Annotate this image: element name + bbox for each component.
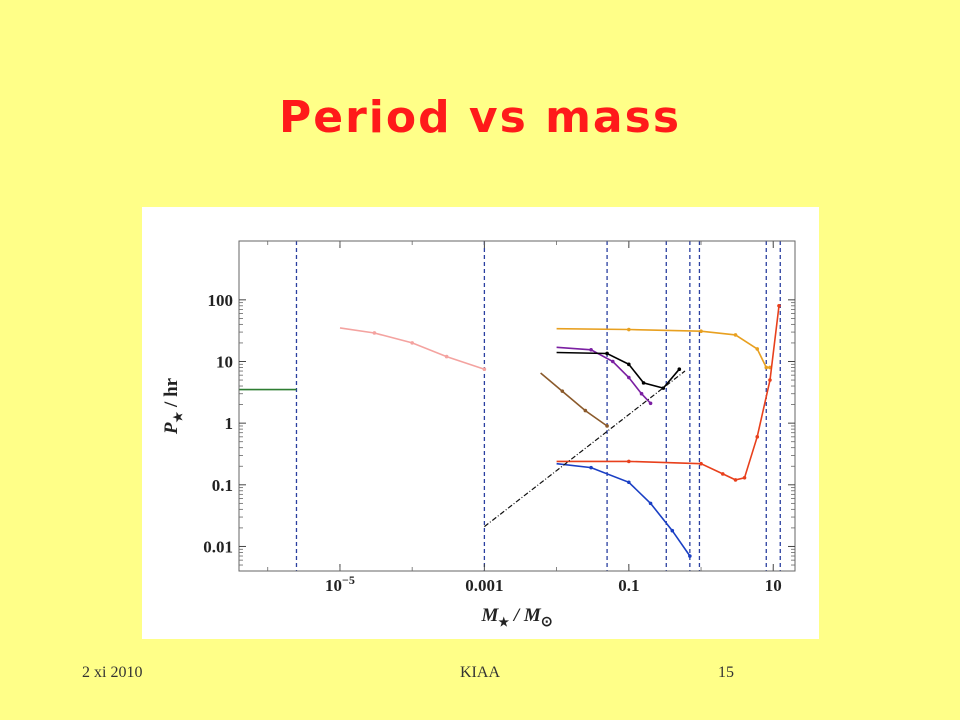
footer-date: 2 xi 2010 (82, 664, 143, 681)
series-6-point-5 (742, 475, 747, 480)
series-6-point-1 (627, 459, 631, 464)
x-tick-label-0: 10−5 (325, 573, 355, 595)
series-5-point-4 (755, 347, 760, 351)
series-6-point-7 (768, 378, 772, 382)
series-3-point-2 (611, 359, 615, 364)
x-tick-label-3: 10 (765, 576, 782, 595)
footer-org: KIAA (460, 664, 500, 681)
series-1-point-4 (482, 367, 487, 371)
plot-frame (238, 240, 796, 572)
x-tick-label-2: 0.1 (618, 576, 639, 595)
slide-title: Period vs mass (278, 92, 682, 143)
series-6-point-6 (755, 435, 760, 439)
series-3-point-4 (639, 391, 644, 396)
series-3-point-3 (627, 375, 631, 380)
series-4-point-5 (677, 367, 682, 371)
series-line-5 (556, 327, 770, 369)
series-2-point-1 (560, 389, 565, 393)
series-6-point-2 (699, 461, 703, 466)
series-1-point-1 (372, 331, 377, 335)
series-1-point-3 (444, 354, 449, 359)
series-line-3 (556, 346, 652, 404)
series-3-point-5 (648, 401, 653, 406)
chart-svg: 0.01 0.1 1 10 100 10−5 0.001 0.1 10 M★ / M⊙ P★ / h… (161, 240, 796, 630)
series-2-point-3 (605, 424, 609, 428)
series-6-point-4 (733, 478, 738, 482)
series-line-1 (339, 327, 485, 370)
series-2-point-2 (583, 408, 588, 413)
series-line-8 (484, 370, 686, 528)
x-tick-exponent-0: −5 (342, 573, 355, 587)
series-1-point-2 (410, 341, 414, 345)
series-7-point-2 (627, 480, 631, 485)
series-line-2 (540, 372, 608, 427)
series-5-point-5 (764, 365, 769, 370)
series-7-point-5 (688, 554, 692, 558)
series-4-point-2 (627, 362, 631, 367)
chart-figure: 0.01 0.1 1 10 100 10−5 0.001 0.1 10 M★ / M⊙ P★ / h… (142, 207, 819, 639)
y-tick-label-3: 10 (216, 352, 233, 371)
series-5-point-3 (733, 333, 738, 337)
y-tick-label-4: 100 (208, 291, 234, 310)
series-4-point-1 (605, 351, 609, 356)
series-5-point-1 (627, 327, 631, 332)
series-line-4 (556, 351, 680, 390)
series-line-7 (556, 462, 691, 557)
series-5-point-2 (699, 329, 703, 333)
series-line-6 (556, 305, 780, 481)
series-7-point-3 (648, 501, 653, 506)
y-axis-label: P★ / hr (161, 377, 185, 435)
series-3-point-1 (589, 347, 593, 352)
x-axis-label: M★ / M⊙ (480, 605, 552, 630)
x-tick-label-1: 0.001 (465, 576, 503, 595)
footer-page-number: 15 (718, 664, 734, 681)
series-6-point-8 (777, 304, 781, 308)
series-7-point-1 (589, 465, 593, 470)
series-7-point-4 (670, 528, 675, 533)
y-tick-label-1: 0.1 (212, 476, 233, 495)
y-tick-label-2: 1 (225, 414, 234, 433)
series-6-point-3 (720, 472, 725, 476)
series-4-point-3 (641, 381, 646, 385)
y-tick-label-0: 0.01 (203, 537, 233, 556)
